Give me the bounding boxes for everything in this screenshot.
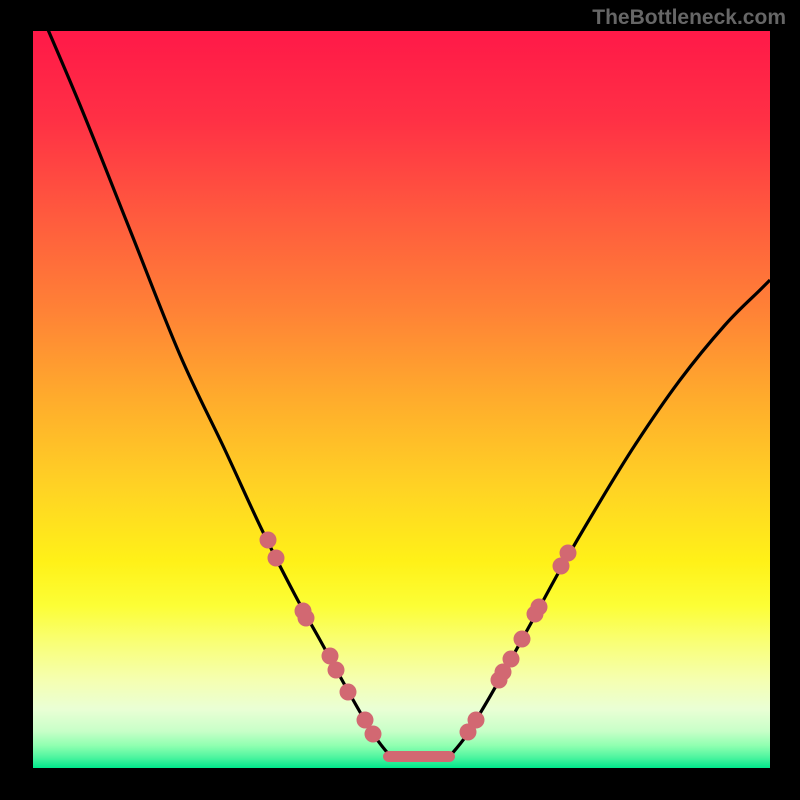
bead-point: [328, 662, 345, 679]
bead-point: [298, 610, 315, 627]
plot-area: [33, 31, 770, 768]
bead-point: [503, 651, 520, 668]
watermark-text: TheBottleneck.com: [592, 6, 786, 30]
bead-point: [365, 726, 382, 743]
bead-point: [268, 550, 285, 567]
curve-left-branch: [33, 31, 390, 756]
bead-point: [531, 599, 548, 616]
bead-point: [260, 532, 277, 549]
bead-bar: [383, 751, 455, 762]
bead-point: [560, 545, 577, 562]
bead-point: [468, 712, 485, 729]
chart-svg: [33, 31, 770, 768]
bead-point: [514, 631, 531, 648]
bead-point: [340, 684, 357, 701]
